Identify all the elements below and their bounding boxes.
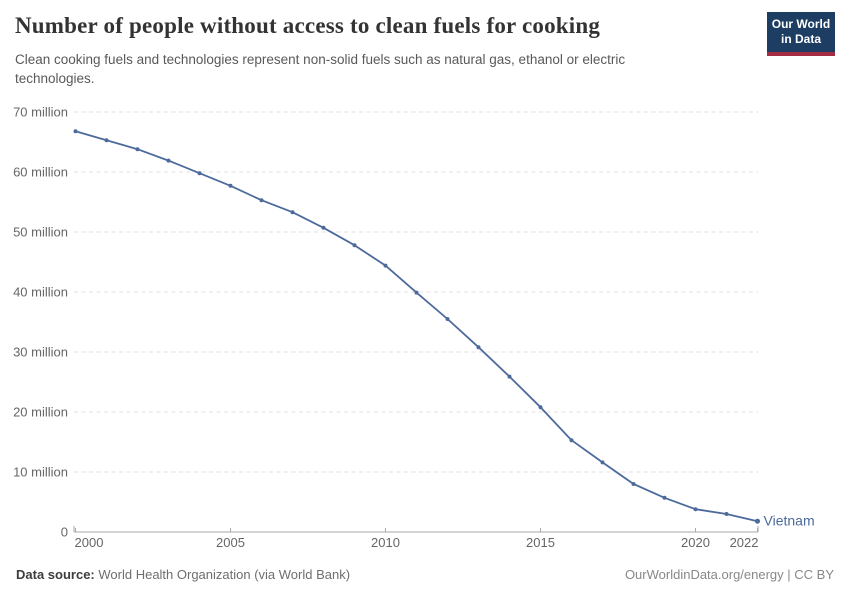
y-axis-tick-label: 10 million: [13, 465, 68, 480]
data-point: [724, 512, 729, 516]
series-end-label[interactable]: Vietnam: [764, 513, 815, 529]
data-point: [73, 129, 78, 134]
chart-footer: Data source: World Health Organization (…: [16, 567, 834, 582]
x-axis-tick-label: 2000: [75, 535, 104, 550]
data-point: [755, 518, 760, 524]
x-axis-tick-label: 2005: [216, 535, 245, 550]
data-point: [631, 482, 636, 486]
data-point: [476, 345, 481, 350]
data-source: Data source: World Health Organization (…: [16, 567, 350, 582]
data-point: [414, 290, 419, 295]
data-point: [104, 138, 109, 143]
data-source-value: World Health Organization (via World Ban…: [98, 567, 351, 582]
data-point: [569, 438, 574, 443]
x-axis-tick-label: 2010: [371, 535, 400, 550]
owid-logo: Our World in Data: [767, 12, 835, 56]
page-subtitle: Clean cooking fuels and technologies rep…: [15, 52, 626, 86]
data-point: [600, 460, 605, 465]
trend-line: [74, 130, 759, 523]
owid-logo-line2: in Data: [780, 32, 821, 47]
data-point: [538, 405, 543, 410]
data-point: [228, 183, 233, 188]
data-point: [166, 158, 171, 163]
data-source-label: Data source:: [16, 567, 95, 582]
data-point: [135, 147, 140, 152]
data-point: [507, 374, 512, 379]
y-axis-tick-label: 50 million: [13, 225, 68, 240]
data-point: [662, 495, 667, 500]
data-point: [693, 507, 698, 512]
x-axis-tick-label: 2022: [730, 535, 759, 550]
x-axis-tick-label: 2020: [681, 535, 710, 550]
data-point: [290, 210, 295, 215]
credit-link[interactable]: OurWorldinData.org/energy | CC BY: [624, 567, 834, 582]
y-axis-tick-label: 30 million: [13, 345, 68, 360]
data-point: [197, 171, 202, 176]
data-point: [383, 263, 388, 268]
y-axis-tick-label: 60 million: [13, 165, 68, 180]
data-point: [259, 198, 264, 203]
data-point: [445, 317, 450, 321]
y-axis-tick-label: 70 million: [13, 105, 68, 120]
data-point: [321, 225, 326, 230]
owid-logo-line1: Our World: [771, 17, 831, 31]
x-axis-tick-label: 2015: [526, 535, 555, 550]
y-axis-tick-label: 20 million: [13, 405, 68, 420]
page-title: Number of people without access to clean…: [15, 13, 601, 38]
y-axis-tick-label: 0: [61, 525, 68, 540]
data-point: [352, 243, 357, 248]
y-axis-tick-label: 40 million: [13, 285, 68, 300]
